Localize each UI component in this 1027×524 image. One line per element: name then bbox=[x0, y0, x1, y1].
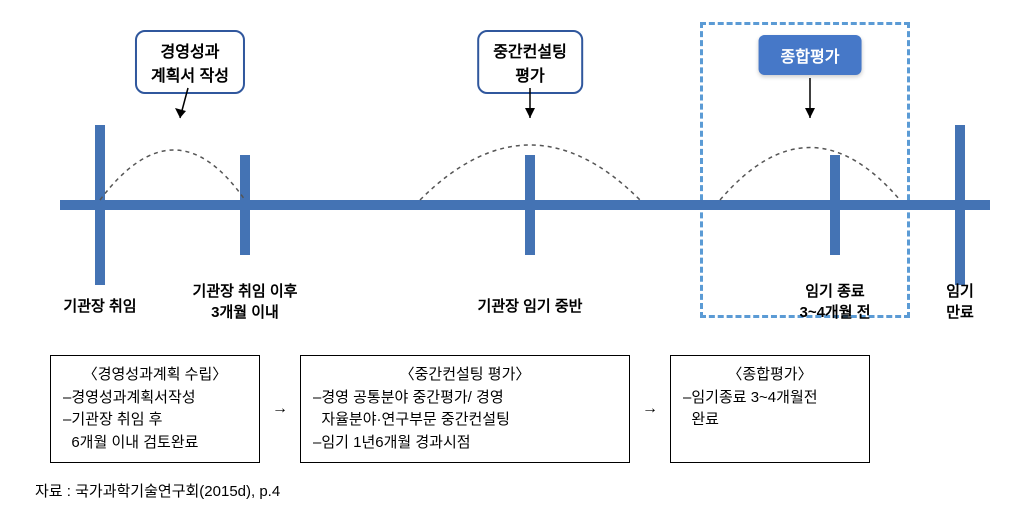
flow-row: 〈경영성과계획 수립〉 –경영성과계획서작성 –기관장 취임 후 6개월 이내 … bbox=[50, 355, 977, 463]
flow-box-2-title: 〈종합평가〉 bbox=[683, 364, 857, 387]
callout-final-arc bbox=[0, 0, 1027, 340]
flow-arrow-1: → bbox=[638, 400, 662, 418]
flow-box-0: 〈경영성과계획 수립〉 –경영성과계획서작성 –기관장 취임 후 6개월 이내 … bbox=[50, 355, 260, 463]
flow-box-1-title: 〈중간컨설팅 평가〉 bbox=[313, 364, 617, 387]
timeline-diagram: 기관장 취임 기관장 취임 이후 3개월 이내 기관장 임기 중반 임기 종료 … bbox=[0, 0, 1027, 340]
flow-box-1-line-0: –경영 공통분야 중간평가/ 경영 bbox=[313, 387, 617, 410]
flow-box-0-line-0: –경영성과계획서작성 bbox=[63, 387, 247, 410]
flow-box-2-line-1: 완료 bbox=[683, 409, 857, 432]
flow-box-0-line-1: –기관장 취임 후 bbox=[63, 409, 247, 432]
flow-box-2-line-0: –임기종료 3~4개월전 bbox=[683, 387, 857, 410]
flow-box-1: 〈중간컨설팅 평가〉 –경영 공통분야 중간평가/ 경영 자율분야·연구부문 중… bbox=[300, 355, 630, 463]
flow-box-1-line-2: –임기 1년6개월 경과시점 bbox=[313, 432, 617, 455]
flow-box-0-line-2: 6개월 이내 검토완료 bbox=[63, 432, 247, 455]
flow-box-0-title: 〈경영성과계획 수립〉 bbox=[63, 364, 247, 387]
flow-arrow-0: → bbox=[268, 400, 292, 418]
source-citation: 자료 : 국가과학기술연구회(2015d), p.4 bbox=[35, 480, 280, 501]
flow-box-2: 〈종합평가〉 –임기종료 3~4개월전 완료 . bbox=[670, 355, 870, 463]
flow-box-1-line-1: 자율분야·연구부문 중간컨설팅 bbox=[313, 409, 617, 432]
